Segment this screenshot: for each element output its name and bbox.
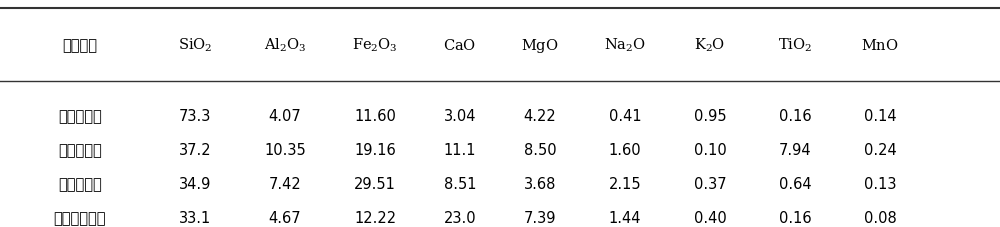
- Text: 0.41: 0.41: [609, 108, 641, 123]
- Text: 0.37: 0.37: [694, 176, 726, 191]
- Text: $\mathrm{MgO}$: $\mathrm{MgO}$: [521, 37, 559, 54]
- Text: $\mathrm{Al_2O_3}$: $\mathrm{Al_2O_3}$: [264, 37, 306, 54]
- Text: 3.04: 3.04: [444, 108, 476, 123]
- Text: 8.51: 8.51: [444, 176, 476, 191]
- Text: 7.94: 7.94: [779, 142, 811, 157]
- Text: 0.40: 0.40: [694, 210, 726, 225]
- Text: 0.16: 0.16: [779, 108, 811, 123]
- Text: 73.3: 73.3: [179, 108, 211, 123]
- Text: 29.51: 29.51: [354, 176, 396, 191]
- Text: 4.22: 4.22: [524, 108, 556, 123]
- Text: 4.07: 4.07: [269, 108, 301, 123]
- Text: 7.39: 7.39: [524, 210, 556, 225]
- Text: 11.1: 11.1: [444, 142, 476, 157]
- Text: 4.67: 4.67: [269, 210, 301, 225]
- Text: 0.16: 0.16: [779, 210, 811, 225]
- Text: 火山型铁矿: 火山型铁矿: [58, 176, 102, 191]
- Text: $\mathrm{Na_2O}$: $\mathrm{Na_2O}$: [604, 37, 646, 54]
- Text: 尾矿类型: 尾矿类型: [62, 38, 98, 53]
- Text: $\mathrm{SiO_2}$: $\mathrm{SiO_2}$: [178, 37, 212, 54]
- Text: 鹍山式铁矿: 鹍山式铁矿: [58, 108, 102, 123]
- Text: $\mathrm{K_2O}$: $\mathrm{K_2O}$: [694, 37, 726, 54]
- Text: 0.95: 0.95: [694, 108, 726, 123]
- Text: 37.2: 37.2: [179, 142, 211, 157]
- Text: 3.68: 3.68: [524, 176, 556, 191]
- Text: 19.16: 19.16: [354, 142, 396, 157]
- Text: 0.10: 0.10: [694, 142, 726, 157]
- Text: 1.60: 1.60: [609, 142, 641, 157]
- Text: 8.50: 8.50: [524, 142, 556, 157]
- Text: $\mathrm{CaO}$: $\mathrm{CaO}$: [443, 38, 477, 53]
- Text: 0.08: 0.08: [864, 210, 896, 225]
- Text: 矽卡岩型铁矿: 矽卡岩型铁矿: [54, 210, 106, 225]
- Text: 10.35: 10.35: [264, 142, 306, 157]
- Text: 2.15: 2.15: [609, 176, 641, 191]
- Text: 0.14: 0.14: [864, 108, 896, 123]
- Text: 12.22: 12.22: [354, 210, 396, 225]
- Text: 33.1: 33.1: [179, 210, 211, 225]
- Text: 11.60: 11.60: [354, 108, 396, 123]
- Text: 岩浆型铁矿: 岩浆型铁矿: [58, 142, 102, 157]
- Text: 7.42: 7.42: [269, 176, 301, 191]
- Text: $\mathrm{Fe_2O_3}$: $\mathrm{Fe_2O_3}$: [352, 37, 398, 54]
- Text: 0.64: 0.64: [779, 176, 811, 191]
- Text: 34.9: 34.9: [179, 176, 211, 191]
- Text: 0.13: 0.13: [864, 176, 896, 191]
- Text: 1.44: 1.44: [609, 210, 641, 225]
- Text: $\mathrm{MnO}$: $\mathrm{MnO}$: [861, 38, 899, 53]
- Text: 23.0: 23.0: [444, 210, 476, 225]
- Text: $\mathrm{TiO_2}$: $\mathrm{TiO_2}$: [778, 37, 812, 54]
- Text: 0.24: 0.24: [864, 142, 896, 157]
